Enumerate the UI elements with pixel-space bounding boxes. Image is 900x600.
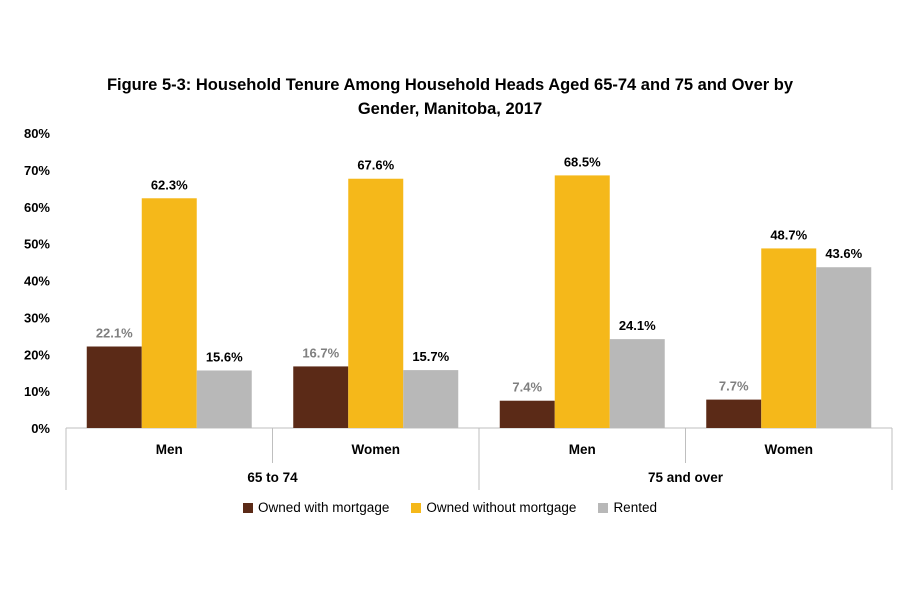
y-tick-label: 50% <box>24 237 50 252</box>
y-tick-label: 80% <box>24 126 50 141</box>
group-label: 65 to 74 <box>247 470 298 485</box>
y-tick-label: 10% <box>24 384 50 399</box>
y-tick-label: 60% <box>24 200 50 215</box>
data-label: 15.7% <box>412 349 449 364</box>
bar <box>141 198 197 428</box>
bar <box>761 248 817 428</box>
bar <box>554 175 610 428</box>
legend-swatch <box>243 502 254 513</box>
bar <box>86 346 142 428</box>
category-label: Women <box>764 442 813 457</box>
chart-title: Figure 5-3: Household Tenure Among House… <box>0 73 900 121</box>
category-label: Women <box>351 442 400 457</box>
bar <box>609 339 665 428</box>
bar <box>816 267 872 428</box>
data-label: 67.6% <box>357 158 394 173</box>
data-label: 16.7% <box>302 345 339 360</box>
chart-title-line-1: Figure 5-3: Household Tenure Among House… <box>106 76 794 94</box>
data-label: 48.7% <box>770 227 807 242</box>
y-tick-label: 70% <box>24 163 50 178</box>
data-label: 24.1% <box>619 318 656 333</box>
legend-item: Owned without mortgage <box>411 500 576 515</box>
data-label: 62.3% <box>151 177 188 192</box>
bar <box>499 400 555 428</box>
legend-swatch <box>598 502 609 513</box>
legend-item: Owned with mortgage <box>243 500 389 515</box>
bar <box>706 399 762 428</box>
category-label: Men <box>569 442 596 457</box>
y-tick-label: 0% <box>31 421 50 436</box>
y-tick-label: 30% <box>24 310 50 325</box>
y-tick-label: 40% <box>24 274 50 289</box>
data-label: 7.7% <box>719 379 749 394</box>
legend-swatch <box>411 502 422 513</box>
data-label: 43.6% <box>825 246 862 261</box>
group-label: 75 and over <box>648 470 724 485</box>
legend-label: Owned without mortgage <box>426 500 577 515</box>
bar <box>348 178 404 428</box>
legend-label: Owned with mortgage <box>258 500 390 515</box>
bar <box>403 370 459 428</box>
bar <box>196 370 252 428</box>
legend-label: Rented <box>613 500 657 515</box>
data-label: 7.4% <box>512 380 542 395</box>
bar <box>293 366 349 428</box>
legend-item: Rented <box>598 500 657 515</box>
category-label: Men <box>156 442 183 457</box>
data-label: 68.5% <box>564 154 601 169</box>
chart-title-line-2: Gender, Manitoba, 2017 <box>357 100 543 118</box>
chart-legend: Owned with mortgage Owned without mortgag… <box>0 500 900 515</box>
data-label: 15.6% <box>206 349 243 364</box>
data-label: 22.1% <box>96 326 133 341</box>
y-tick-label: 20% <box>24 347 50 362</box>
